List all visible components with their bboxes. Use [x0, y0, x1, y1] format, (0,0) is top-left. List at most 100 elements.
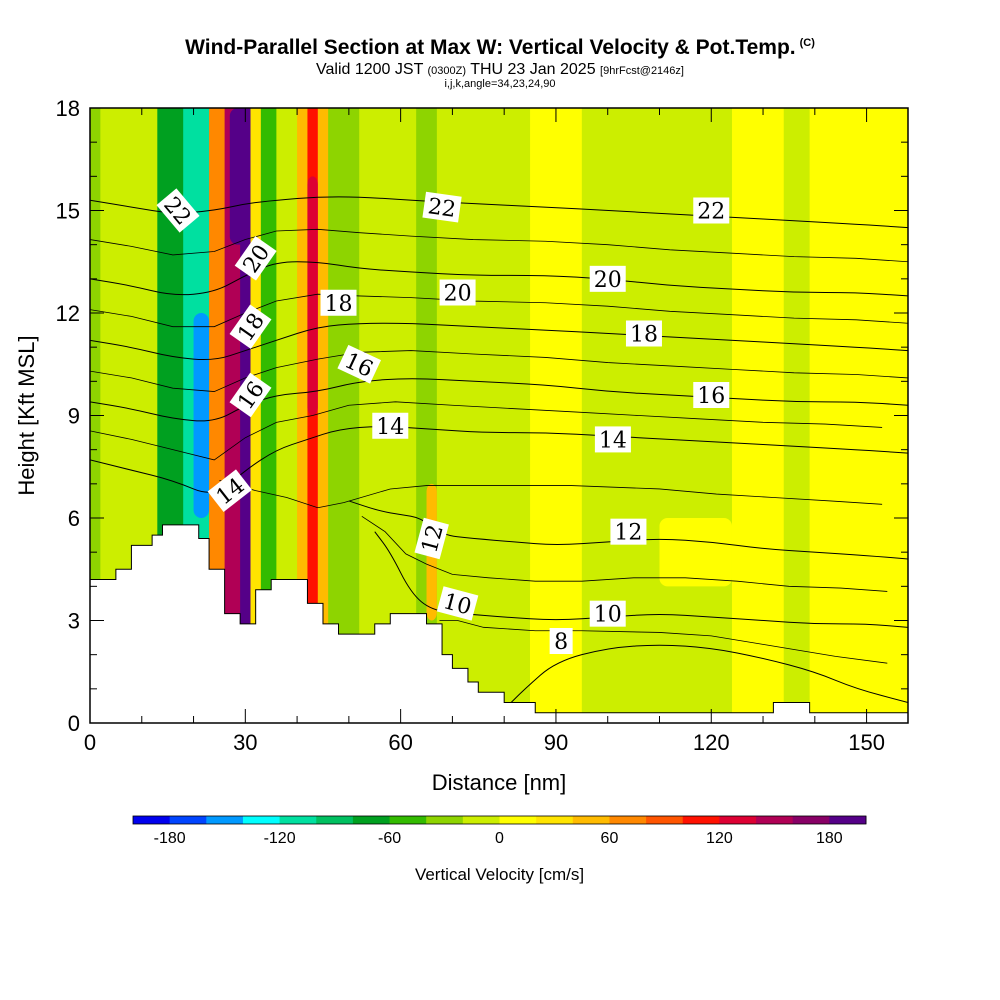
colorbar-tick-label: 0 — [495, 830, 504, 847]
theta-contour-minor — [361, 515, 888, 592]
colorbar-swatch — [572, 816, 610, 824]
contour-label-box — [610, 518, 647, 545]
theta-contour-10 — [374, 531, 908, 628]
colorbar-tick-label: -180 — [154, 830, 186, 847]
theta-contour-12 — [348, 500, 908, 560]
colorbar-tick-label: 120 — [706, 830, 733, 847]
colorbar-swatch — [646, 816, 684, 824]
terrain — [89, 524, 909, 724]
colorbar-swatch — [279, 816, 317, 824]
contour-label: 18 — [320, 289, 357, 317]
chart-title: Wind-Parallel Section at Max W: Vertical… — [185, 36, 815, 59]
contour-label-box — [549, 628, 573, 654]
x-tick-label: 0 — [84, 730, 96, 755]
contour-label: 14 — [594, 426, 631, 453]
contour-label-box — [693, 197, 730, 224]
colorbar-tick-label: 60 — [601, 830, 619, 847]
x-axis: 0 30 60 90 120 150 — [84, 108, 885, 755]
w-band — [809, 108, 908, 723]
w-lobe — [307, 176, 318, 416]
colorbar-frame — [132, 815, 867, 825]
contour-label-box — [229, 304, 272, 349]
theta-contour-minor — [219, 480, 883, 509]
contour-label-box — [625, 320, 662, 347]
y-tick-label: 18 — [56, 96, 80, 121]
y-tick-label: 9 — [68, 404, 80, 429]
colorbar-swatch — [609, 816, 647, 824]
contour-label: 12 — [610, 518, 647, 546]
contour-label-box — [414, 517, 449, 560]
w-band — [783, 108, 811, 723]
x-axis-label: Distance [nm] — [432, 770, 567, 795]
chart-params: i,j,k,angle=34,23,24,90 — [444, 78, 556, 90]
colorbar-title: Vertical Velocity [cm/s] — [415, 865, 584, 884]
x-tick-label: 60 — [388, 730, 412, 755]
colorbar-swatch — [462, 816, 500, 824]
colorbar-swatch — [719, 816, 757, 824]
w-band — [328, 108, 360, 723]
contour-label-text: 14 — [599, 428, 627, 453]
contour-label-text: 10 — [594, 603, 622, 628]
w-band — [297, 108, 308, 723]
colorbar-tick-label: -120 — [264, 830, 296, 847]
contour-label-text: 12 — [614, 521, 642, 546]
contour-label-text: 20 — [444, 282, 472, 307]
contour-label-box — [422, 191, 462, 223]
x-tick-label: 90 — [544, 730, 568, 755]
colorbar-swatch — [792, 816, 830, 824]
w-lobe — [193, 313, 210, 518]
contour-label-box — [234, 236, 277, 281]
w-band — [240, 108, 251, 723]
colorbar-swatch — [169, 816, 207, 824]
contour-label-text: 18 — [630, 323, 658, 348]
theta-contour-20 — [90, 261, 908, 297]
y-tick-label: 6 — [68, 506, 80, 531]
colorbar-tick-label: -60 — [378, 830, 401, 847]
y-tick-label: 15 — [56, 199, 80, 224]
colorbar-swatch — [426, 816, 464, 824]
w-band — [731, 108, 785, 723]
contour-label-box — [589, 265, 626, 292]
colorbar-swatch — [242, 816, 281, 824]
colorbar-swatch — [756, 816, 794, 824]
colorbar-swatch — [352, 816, 391, 824]
w-band — [224, 108, 241, 723]
contour-label-box — [320, 289, 357, 316]
contour-label-text: 18 — [325, 292, 353, 317]
colorbar-tick-label: 180 — [816, 830, 843, 847]
y-tick-label: 3 — [68, 609, 80, 634]
colorbar-swatch — [829, 816, 867, 824]
contour-label-box — [594, 426, 631, 453]
y-tick-label: 0 — [68, 711, 80, 736]
theta-contour-minor — [439, 620, 888, 664]
contour-label: 8 — [549, 628, 573, 655]
contour-label: 22 — [693, 197, 730, 225]
contour-label-box — [156, 188, 200, 233]
w-band — [250, 108, 262, 723]
colorbar-swatch — [389, 816, 427, 824]
theta-contour-minor — [90, 350, 908, 392]
contour-label-text: 22 — [426, 194, 457, 223]
theta-contour-minor — [90, 228, 908, 263]
colorbar-swatch — [133, 816, 171, 824]
colorbar-swatch — [316, 816, 354, 824]
x-tick-label: 150 — [848, 730, 885, 755]
y-axis: 0 3 6 9 12 15 18 — [56, 96, 908, 736]
contour-label-box — [589, 600, 626, 627]
colorbar-swatch — [536, 816, 574, 824]
contour-label-text: 14 — [376, 415, 404, 440]
contour-label: 18 — [625, 320, 662, 348]
contour-label: 20 — [589, 265, 626, 293]
contour-label-text: 16 — [697, 384, 725, 409]
contour-label-box — [337, 344, 382, 384]
w-lobe — [229, 108, 251, 245]
contour-label-box — [693, 382, 730, 408]
contour-label-text: 22 — [697, 200, 725, 225]
colorbar-swatch — [499, 816, 537, 824]
contour-label: 10 — [589, 600, 626, 628]
w-band — [462, 108, 531, 723]
contour-label-box — [436, 586, 479, 621]
y-tick-label: 12 — [56, 301, 80, 326]
w-lobe — [530, 586, 567, 713]
